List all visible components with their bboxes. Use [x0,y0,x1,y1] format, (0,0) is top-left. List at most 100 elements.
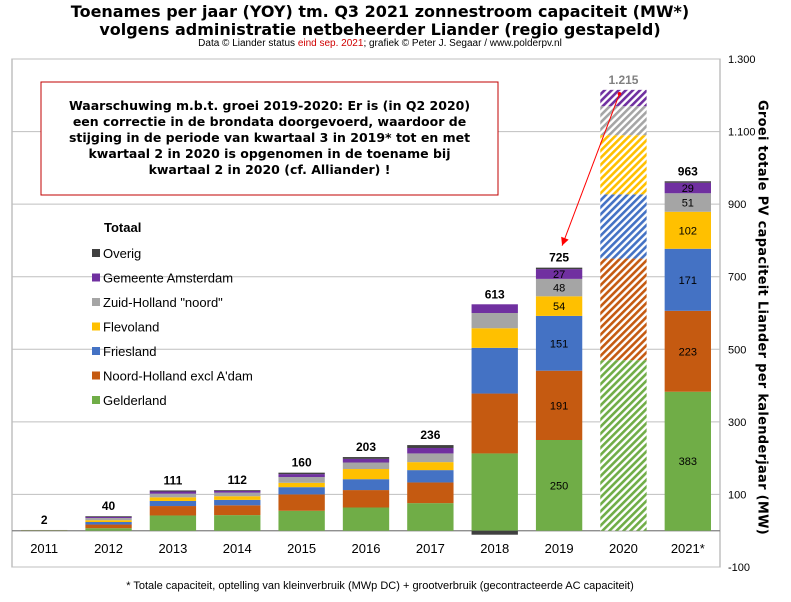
x-tick-label: 2016 [352,541,381,556]
bar-segment [471,530,518,535]
legend-title: Totaal [104,220,141,235]
bar-segment [214,490,261,491]
legend-label: Friesland [103,344,156,359]
y-tick-label: 1.300 [728,54,756,66]
bar-segment [600,89,647,107]
bar-segment [664,391,711,531]
bar-segment [214,499,261,506]
red-arrow-tail [617,92,622,96]
bar-segment [664,181,711,183]
x-tick-label: 2014 [223,541,252,556]
chart-title-line1: Toenames per jaar (YOY) tm. Q3 2021 zonn… [70,2,690,21]
legend-label: Zuid-Holland "noord" [103,295,223,310]
y-tick-label: 500 [728,344,746,356]
bar-segment [407,453,454,463]
bar-segment [407,503,454,531]
bar-segment [149,506,197,516]
bar-segment [214,496,261,500]
legend-label: Noord-Holland excl A'dam [103,369,253,384]
data-label: 250 [550,480,568,492]
bar-segment [407,445,454,448]
legend-swatch [92,298,100,306]
y-tick-label: 100 [728,489,746,501]
bar-segment [214,492,261,497]
legend-swatch [92,347,100,355]
warning-text-line: kwartaal 2 in 2020 (cf. Alliander) ! [149,162,391,177]
bar-segment [600,194,647,259]
bar-segment [342,457,390,459]
y-tick-label: 1.100 [728,127,756,139]
total-label: 111 [164,473,183,487]
bar-segment [278,477,325,483]
legend-label: Gemeente Amsterdam [103,271,233,286]
bar-segment [85,516,132,519]
legend-swatch [92,371,100,380]
x-tick-label: 2020 [609,541,638,556]
x-tick-label: 2011 [30,541,58,556]
bar-segment [471,453,518,531]
data-label: 51 [682,198,694,210]
warning-text-line: een correctie in de brondata doorgevoerd… [73,114,466,129]
footnote: * Totale capaciteit, optelling van klein… [126,580,634,592]
total-label: 1.215 [608,73,638,87]
bar-segment [407,482,454,504]
total-label: 725 [549,251,569,265]
bar-segment [535,269,583,279]
bar-segment [85,516,132,517]
plot-area: -100 100 300 500 700 900 1.100 1.300 2 2011 40 2012… [11,54,756,574]
data-label: 151 [550,338,568,350]
bar-segment [278,474,325,478]
bar-segment [535,315,583,371]
legend-label: Gelderland [103,393,167,408]
bar-segment [471,304,518,313]
bar-segment [149,497,197,501]
bar-segment [471,393,518,454]
x-tick-label: 2019 [545,541,574,556]
bar-segment [600,258,647,361]
bar-segment [278,482,325,488]
y-tick-label: -100 [728,562,750,574]
legend-label: Overig [103,246,141,261]
bar-segment [85,518,132,521]
bar-segment [214,490,261,493]
legend-swatch [92,249,100,257]
legend-label: Flevoland [103,320,159,335]
bar-segment [407,470,454,483]
bar-segment [471,328,518,348]
x-tick-label: 2012 [94,541,123,556]
bar-segment [535,370,583,440]
bar-segment [278,487,325,495]
x-tick-label: 2013 [158,541,187,556]
bar-segment [664,248,711,311]
total-label: 203 [356,440,376,454]
bar-segment [342,462,390,470]
data-label: 223 [679,346,697,358]
bar-segment [342,469,390,480]
bar-segment [407,447,454,454]
total-label: 40 [102,499,116,513]
y-tick-label: 300 [728,417,746,429]
bar-segment [535,440,583,531]
warning-text-line: kwartaal 2 in 2020 is opgenomen in de to… [88,146,450,161]
bar-segment [664,193,711,212]
bar-segment [664,211,711,249]
x-tick-label: 2015 [287,541,316,556]
y-tick-label: 900 [728,199,746,211]
data-label: 27 [553,269,565,281]
bar-segment [535,267,583,270]
bar-segment [278,472,325,475]
bar-segment [600,360,647,531]
data-label: 383 [679,456,697,468]
bar-segment [407,462,454,471]
bar-segment [149,493,197,498]
bar-segment [149,500,197,507]
data-label: 102 [679,225,697,237]
data-label: 48 [553,283,565,295]
bar-segment [85,524,132,529]
subtitle-pre: Data © Liander status [198,38,296,49]
bar-segment [214,515,261,531]
bar-segment [85,522,132,525]
warning-text-line: stijging in de periode van kwartaal 3 in… [69,130,470,145]
bar-segment [342,490,390,508]
